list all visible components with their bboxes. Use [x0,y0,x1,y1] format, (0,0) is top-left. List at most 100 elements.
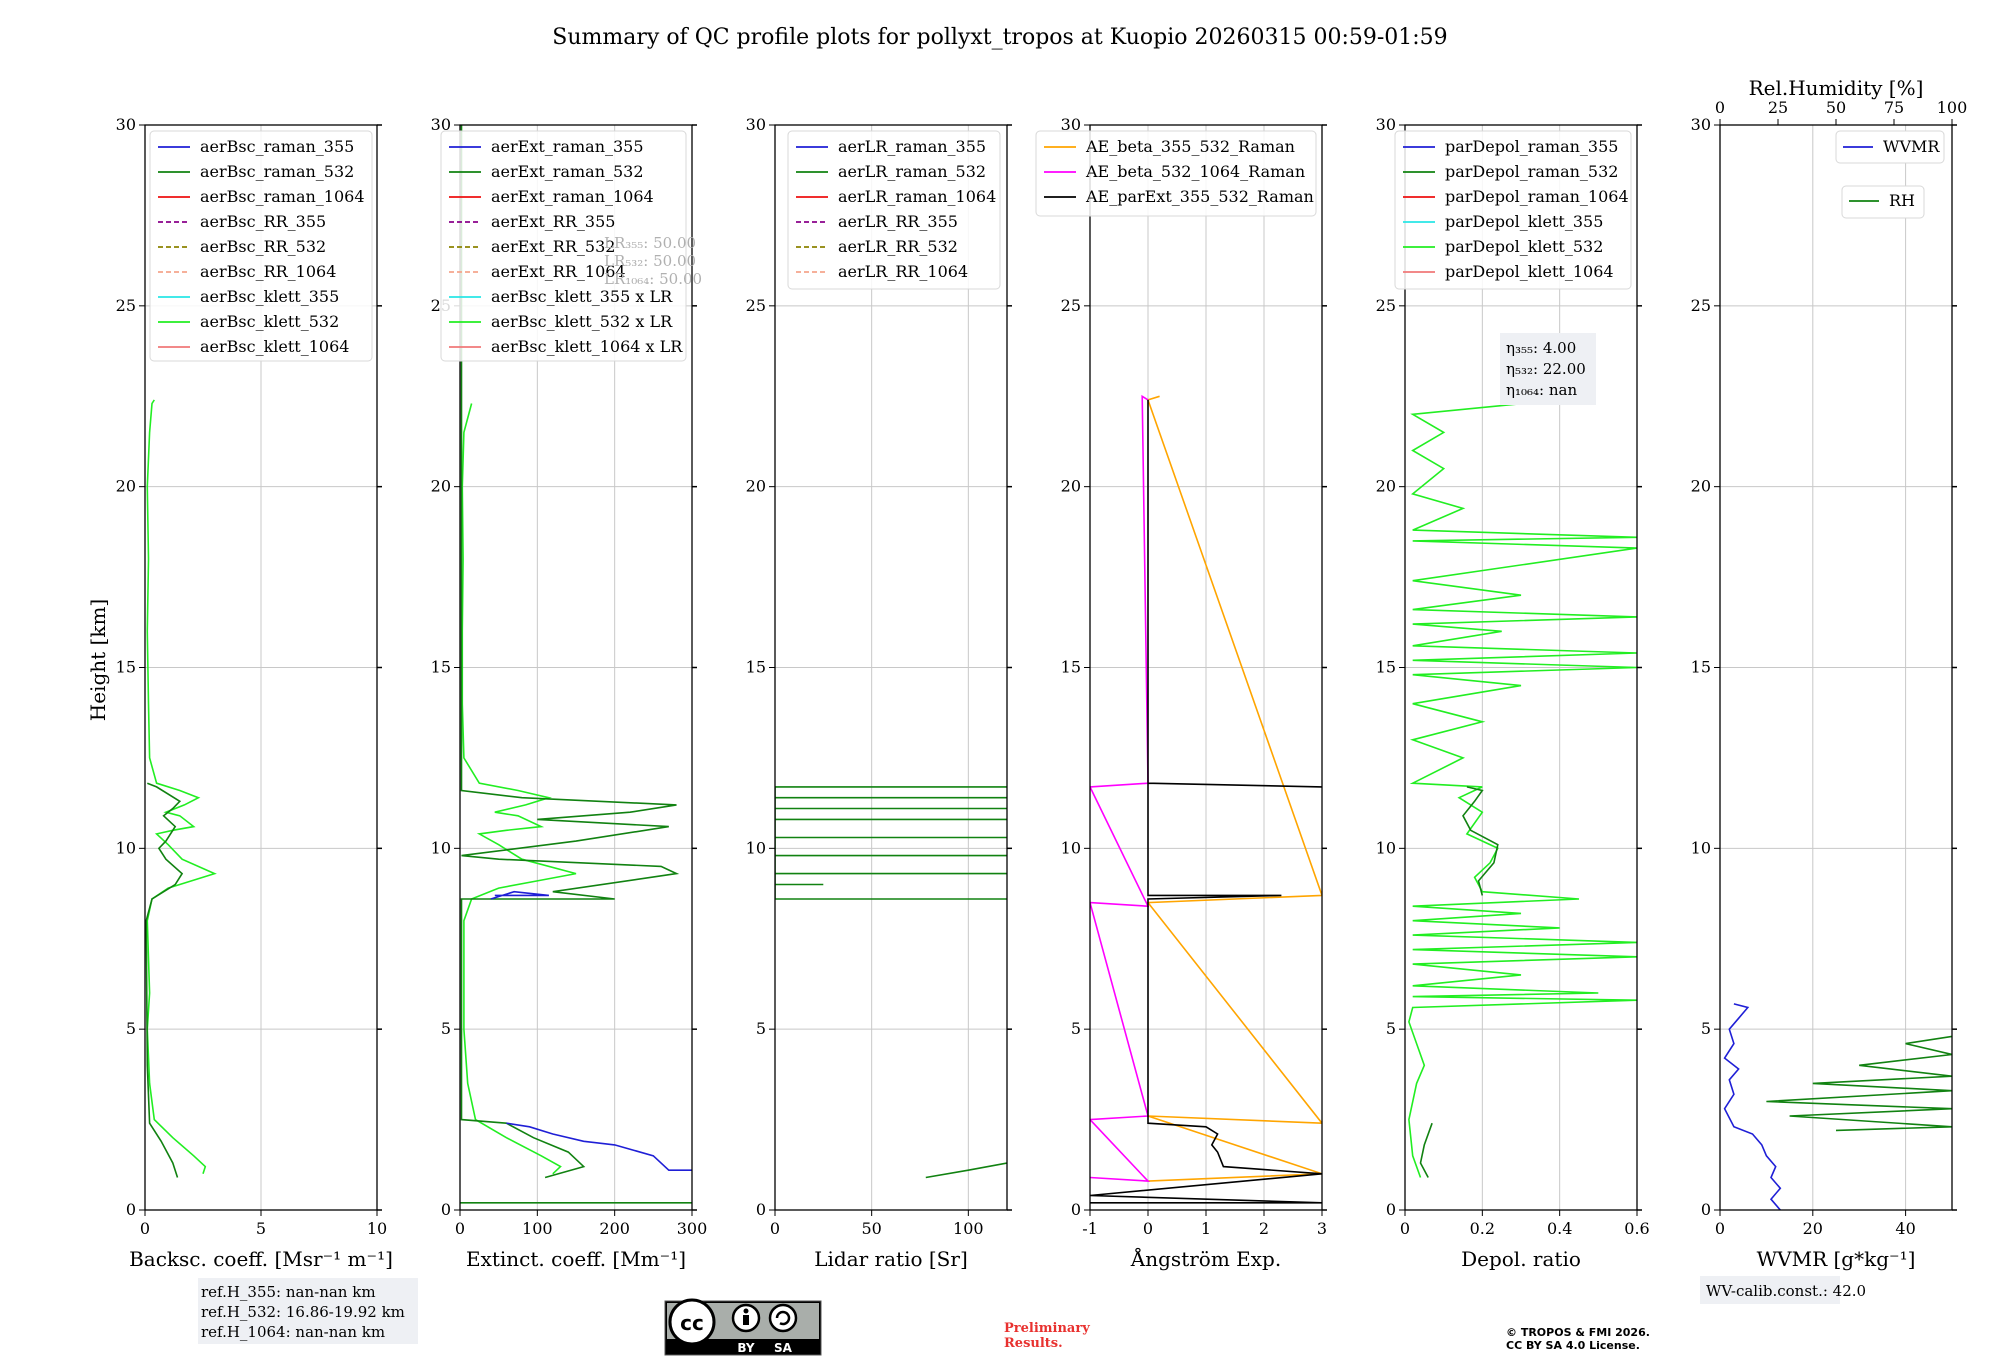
legend: parDepol_raman_355 parDepol_raman_532 parD… [1394,130,1632,290]
legend-box [149,130,373,362]
cc-license-badge: cc BY SA [664,1298,822,1356]
series-RH [1766,1035,1952,1132]
x-tick-label: 0 [140,1219,150,1238]
preliminary-line-1: Preliminary [1004,1321,1090,1336]
figure-title: Summary of QC profile plots for pollyxt_… [552,25,1447,50]
y-tick-label: 25 [1061,296,1081,315]
wv-calib-text: WV-calib.const.: 42.0 [1706,1282,1866,1300]
copyright-line-1: © TROPOS & FMI 2026. [1506,1326,1650,1339]
legend-label: aerLR_raman_1064 [838,187,996,206]
x-tick-label: 50 [861,1219,881,1238]
y-tick-label: 5 [1386,1019,1396,1038]
legend: aerBsc_raman_355 aerBsc_raman_532 aerBsc_r… [149,130,373,362]
x-tick-label: 5 [256,1219,266,1238]
legend-label: parDepol_raman_532 [1445,162,1618,181]
y-tick-label: 10 [746,838,766,857]
legend-label-wvmr: WVMR [1883,137,1940,156]
ref-height-1064: ref.H_1064: nan-nan km [201,1323,385,1341]
legend-label: aerBsc_raman_1064 [200,187,365,206]
ref-heights-box [198,1278,418,1344]
top-x-tick-label: 100 [1937,98,1968,117]
wv-legends: WVMR RH [1835,130,1945,219]
x-tick-label: 2 [1259,1219,1269,1238]
legend-label: parDepol_raman_355 [1445,137,1618,156]
legend-label: parDepol_raman_1064 [1445,187,1629,206]
legend-label: aerBsc_RR_1064 [200,262,336,281]
y-tick-label: 10 [1061,838,1081,857]
legend-label: aerBsc_RR_532 [200,237,326,256]
x-tick-label: 1 [1201,1219,1211,1238]
y-tick-label: 25 [746,296,766,315]
series-aerBsc_raman_532 [145,782,184,1178]
series-parDepol_raman_532_base [1419,1122,1433,1178]
x-axis-label: Depol. ratio [1461,1247,1581,1271]
legend-label: aerBsc_klett_1064 [200,337,349,356]
x-tick-label: 300 [677,1219,708,1238]
panel-extinction: 0100200300051015202530Extinct. coeff. [M… [431,115,708,1271]
y-tick-label: 5 [126,1019,136,1038]
series-aerExt_raman_532 [460,125,680,1179]
y-tick-label: 30 [1061,115,1081,134]
y-tick-label: 20 [1376,477,1396,496]
y-tick-label: 20 [431,477,451,496]
legend-box [1394,130,1632,290]
legend-label: aerBsc_klett_1064 x LR [491,337,683,356]
eta-value: η₅₃₂: 22.00 [1506,360,1586,378]
x-axis-label: Extinct. coeff. [Mm⁻¹] [466,1247,686,1271]
legend-label: aerExt_RR_532 [491,237,615,256]
series-WVMR [1723,1003,1782,1210]
legend: aerLR_raman_355 aerLR_raman_532 aerLR_rama… [787,130,1001,290]
legend-label: aerExt_raman_355 [491,137,644,156]
y-tick-label: 20 [116,477,136,496]
series-AE_beta_355_532_Raman [1146,395,1322,1182]
x-tick-label: 3 [1317,1219,1327,1238]
legend: AE_beta_355_532_Raman AE_beta_532_1064_Ra… [1035,130,1317,217]
y-tick-label: 10 [431,838,451,857]
y-tick-label: 0 [1386,1200,1396,1219]
legend-label: AE_parExt_355_532_Raman [1085,187,1314,206]
y-tick-label: 25 [116,296,136,315]
legend-label: parDepol_klett_1064 [1445,262,1614,281]
x-tick-label: 10 [367,1219,387,1238]
y-tick-label: 5 [756,1019,766,1038]
legend-label: aerExt_raman_532 [491,162,644,181]
x-tick-label: -1 [1082,1219,1098,1238]
eta-value: η₃₅₅: 4.00 [1506,339,1576,357]
y-tick-label: 5 [1071,1019,1081,1038]
cc-sa-text: SA [774,1341,793,1355]
legend-label: aerBsc_raman_355 [200,137,354,156]
y-tick-label: 5 [441,1019,451,1038]
y-tick-label: 10 [116,838,136,857]
top-x-axis-label: Rel.Humidity [%] [1749,76,1924,100]
legend-box [787,130,1001,290]
y-tick-label: 20 [746,477,766,496]
legend-box-rh [1841,185,1925,219]
legend-label: aerLR_raman_355 [838,137,986,156]
lr-overlay-text: LR₁₀₆₄: 50.00 [604,270,702,288]
y-tick-label: 0 [126,1200,136,1219]
legend: aerExt_raman_355 aerExt_raman_532 aerExt_r… [440,130,687,362]
x-tick-label: 40 [1895,1219,1915,1238]
y-tick-label: 0 [1701,1200,1711,1219]
x-axis-label: Lidar ratio [Sr] [814,1247,968,1271]
y-axis-label: Height [km] [86,599,110,721]
legend-box [1035,130,1317,217]
x-axis-label: WVMR [g*kg⁻¹] [1757,1247,1916,1271]
legend-label: AE_beta_355_532_Raman [1085,137,1295,156]
panel-depolarization: 0 0.2 0.4 0.6 0 5 10 15 20 25 30 Depol. ratio parDep… [1376,115,1650,1271]
series-aerExt_raman_355_layer [490,890,549,900]
top-x-tick-label: 75 [1884,98,1904,117]
top-x-tick-label: 25 [1768,98,1788,117]
y-tick-label: 10 [1376,838,1396,857]
legend-label: aerBsc_klett_355 [200,287,339,306]
eta-value: η₁₀₆₄: nan [1506,381,1577,399]
series-AE_beta_532_1064_Raman [1090,394,1150,1183]
y-tick-label: 20 [1061,477,1081,496]
x-axis-label: Ångström Exp. [1130,1246,1281,1271]
legend-label: aerLR_raman_532 [838,162,986,181]
top-x-tick-label: 0 [1715,98,1725,117]
y-tick-label: 30 [431,115,451,134]
